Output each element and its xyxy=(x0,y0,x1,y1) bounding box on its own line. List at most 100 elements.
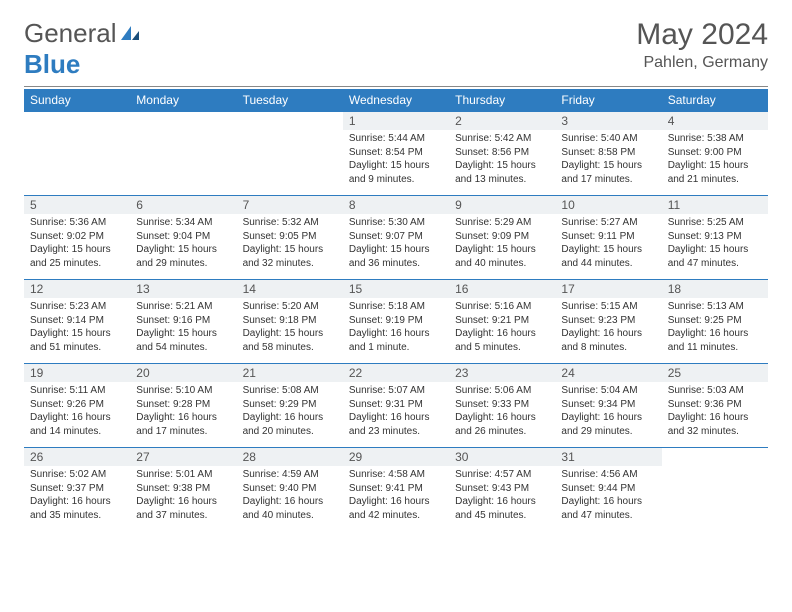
day-detail-line: Daylight: 16 hours xyxy=(30,495,124,509)
calendar-day-cell xyxy=(130,112,236,196)
day-detail-line: and 29 minutes. xyxy=(561,425,655,439)
day-detail-line: and 51 minutes. xyxy=(30,341,124,355)
day-detail-line: and 47 minutes. xyxy=(561,509,655,523)
day-detail-line: Sunrise: 5:16 AM xyxy=(455,300,549,314)
day-detail-line: Daylight: 16 hours xyxy=(668,327,762,341)
title-block: May 2024 Pahlen, Germany xyxy=(636,18,768,72)
sail-icon xyxy=(119,18,141,49)
day-detail-line: Sunrise: 5:32 AM xyxy=(243,216,337,230)
day-details: Sunrise: 5:11 AMSunset: 9:26 PMDaylight:… xyxy=(24,382,130,442)
day-detail-line: Sunrise: 5:36 AM xyxy=(30,216,124,230)
day-detail-line: and 54 minutes. xyxy=(136,341,230,355)
day-detail-line: and 9 minutes. xyxy=(349,173,443,187)
day-number: 11 xyxy=(662,196,768,214)
calendar-week-row: 26Sunrise: 5:02 AMSunset: 9:37 PMDayligh… xyxy=(24,448,768,532)
day-details: Sunrise: 5:29 AMSunset: 9:09 PMDaylight:… xyxy=(449,214,555,274)
day-detail-line: Sunrise: 5:44 AM xyxy=(349,132,443,146)
day-detail-line: Sunset: 9:38 PM xyxy=(136,482,230,496)
calendar-day-cell: 23Sunrise: 5:06 AMSunset: 9:33 PMDayligh… xyxy=(449,364,555,448)
calendar-day-cell: 5Sunrise: 5:36 AMSunset: 9:02 PMDaylight… xyxy=(24,196,130,280)
day-detail-line: Sunrise: 5:08 AM xyxy=(243,384,337,398)
day-details: Sunrise: 5:15 AMSunset: 9:23 PMDaylight:… xyxy=(555,298,661,358)
day-details: Sunrise: 5:40 AMSunset: 8:58 PMDaylight:… xyxy=(555,130,661,190)
day-detail-line: Sunset: 9:26 PM xyxy=(30,398,124,412)
day-details: Sunrise: 5:13 AMSunset: 9:25 PMDaylight:… xyxy=(662,298,768,358)
day-detail-line: Sunrise: 5:21 AM xyxy=(136,300,230,314)
weekday-header: Monday xyxy=(130,89,236,112)
day-detail-line: Sunrise: 5:40 AM xyxy=(561,132,655,146)
calendar-day-cell: 18Sunrise: 5:13 AMSunset: 9:25 PMDayligh… xyxy=(662,280,768,364)
day-number: 21 xyxy=(237,364,343,382)
day-details: Sunrise: 4:58 AMSunset: 9:41 PMDaylight:… xyxy=(343,466,449,526)
day-detail-line: Daylight: 16 hours xyxy=(561,411,655,425)
day-number: 31 xyxy=(555,448,661,466)
day-detail-line: Sunrise: 5:03 AM xyxy=(668,384,762,398)
day-detail-line: Daylight: 16 hours xyxy=(136,411,230,425)
day-detail-line: Sunset: 9:41 PM xyxy=(349,482,443,496)
day-detail-line: Sunset: 9:29 PM xyxy=(243,398,337,412)
calendar-table: SundayMondayTuesdayWednesdayThursdayFrid… xyxy=(24,89,768,532)
day-number: 26 xyxy=(24,448,130,466)
day-detail-line: Daylight: 15 hours xyxy=(561,243,655,257)
day-detail-line: and 21 minutes. xyxy=(668,173,762,187)
calendar-day-cell: 11Sunrise: 5:25 AMSunset: 9:13 PMDayligh… xyxy=(662,196,768,280)
logo: General Blue xyxy=(24,18,141,80)
day-detail-line: Daylight: 16 hours xyxy=(561,327,655,341)
calendar-day-cell xyxy=(662,448,768,532)
day-number: 23 xyxy=(449,364,555,382)
day-detail-line: Sunset: 9:43 PM xyxy=(455,482,549,496)
logo-text-general: General xyxy=(24,18,117,48)
calendar-day-cell: 7Sunrise: 5:32 AMSunset: 9:05 PMDaylight… xyxy=(237,196,343,280)
day-number: 15 xyxy=(343,280,449,298)
page-title: May 2024 xyxy=(636,18,768,52)
day-number: 28 xyxy=(237,448,343,466)
day-details: Sunrise: 5:07 AMSunset: 9:31 PMDaylight:… xyxy=(343,382,449,442)
day-detail-line: and 14 minutes. xyxy=(30,425,124,439)
calendar-day-cell: 26Sunrise: 5:02 AMSunset: 9:37 PMDayligh… xyxy=(24,448,130,532)
calendar-day-cell: 3Sunrise: 5:40 AMSunset: 8:58 PMDaylight… xyxy=(555,112,661,196)
day-detail-line: Daylight: 15 hours xyxy=(136,243,230,257)
day-detail-line: and 35 minutes. xyxy=(30,509,124,523)
day-details: Sunrise: 4:56 AMSunset: 9:44 PMDaylight:… xyxy=(555,466,661,526)
day-detail-line: Daylight: 15 hours xyxy=(243,327,337,341)
day-detail-line: Sunset: 9:14 PM xyxy=(30,314,124,328)
day-detail-line: Daylight: 15 hours xyxy=(349,159,443,173)
calendar-week-row: 12Sunrise: 5:23 AMSunset: 9:14 PMDayligh… xyxy=(24,280,768,364)
day-detail-line: Sunrise: 5:29 AM xyxy=(455,216,549,230)
day-detail-line: Daylight: 15 hours xyxy=(30,243,124,257)
day-number: 20 xyxy=(130,364,236,382)
day-detail-line: Sunset: 9:11 PM xyxy=(561,230,655,244)
day-details: Sunrise: 5:08 AMSunset: 9:29 PMDaylight:… xyxy=(237,382,343,442)
calendar-week-row: 5Sunrise: 5:36 AMSunset: 9:02 PMDaylight… xyxy=(24,196,768,280)
calendar-day-cell: 4Sunrise: 5:38 AMSunset: 9:00 PMDaylight… xyxy=(662,112,768,196)
day-detail-line: Sunrise: 5:13 AM xyxy=(668,300,762,314)
day-detail-line: Daylight: 15 hours xyxy=(30,327,124,341)
day-details: Sunrise: 5:21 AMSunset: 9:16 PMDaylight:… xyxy=(130,298,236,358)
day-detail-line: Sunrise: 5:20 AM xyxy=(243,300,337,314)
day-detail-line: Daylight: 15 hours xyxy=(668,159,762,173)
header: General Blue May 2024 Pahlen, Germany xyxy=(24,18,768,80)
calendar-day-cell: 28Sunrise: 4:59 AMSunset: 9:40 PMDayligh… xyxy=(237,448,343,532)
day-detail-line: Sunset: 9:31 PM xyxy=(349,398,443,412)
day-number: 4 xyxy=(662,112,768,130)
day-details: Sunrise: 5:32 AMSunset: 9:05 PMDaylight:… xyxy=(237,214,343,274)
calendar-day-cell: 9Sunrise: 5:29 AMSunset: 9:09 PMDaylight… xyxy=(449,196,555,280)
day-detail-line: and 42 minutes. xyxy=(349,509,443,523)
day-detail-line: Sunrise: 5:25 AM xyxy=(668,216,762,230)
day-detail-line: Sunrise: 4:58 AM xyxy=(349,468,443,482)
day-detail-line: Daylight: 15 hours xyxy=(243,243,337,257)
day-number: 1 xyxy=(343,112,449,130)
weekday-header: Saturday xyxy=(662,89,768,112)
calendar-day-cell: 12Sunrise: 5:23 AMSunset: 9:14 PMDayligh… xyxy=(24,280,130,364)
logo-text-blue: Blue xyxy=(24,49,80,79)
day-detail-line: Daylight: 16 hours xyxy=(243,495,337,509)
calendar-day-cell: 24Sunrise: 5:04 AMSunset: 9:34 PMDayligh… xyxy=(555,364,661,448)
day-detail-line: Sunset: 9:33 PM xyxy=(455,398,549,412)
calendar-day-cell: 14Sunrise: 5:20 AMSunset: 9:18 PMDayligh… xyxy=(237,280,343,364)
calendar-day-cell: 17Sunrise: 5:15 AMSunset: 9:23 PMDayligh… xyxy=(555,280,661,364)
day-detail-line: Sunset: 9:04 PM xyxy=(136,230,230,244)
day-details: Sunrise: 5:25 AMSunset: 9:13 PMDaylight:… xyxy=(662,214,768,274)
day-detail-line: and 25 minutes. xyxy=(30,257,124,271)
day-detail-line: Sunset: 9:23 PM xyxy=(561,314,655,328)
day-details: Sunrise: 5:04 AMSunset: 9:34 PMDaylight:… xyxy=(555,382,661,442)
